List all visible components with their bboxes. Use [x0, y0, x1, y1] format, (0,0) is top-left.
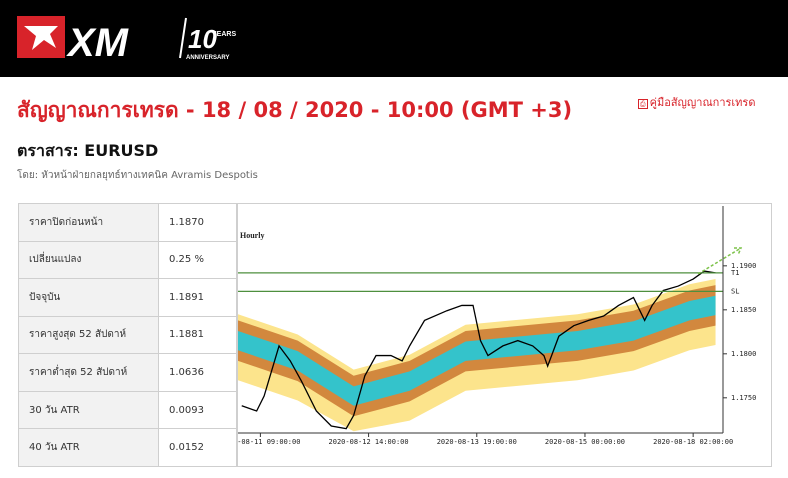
projection-arrow [697, 247, 743, 275]
logo-text: XM [66, 21, 130, 65]
y-tick-label: 1.1900 [731, 262, 756, 270]
instrument: ตราสาร: EURUSD [17, 141, 159, 160]
header: XM 10 YEARS ANNIVERSARY [0, 0, 788, 77]
logo[interactable]: XM 10 YEARS ANNIVERSARY [0, 0, 260, 77]
table-row: ราคาต่ำสุด 52 สัปดาห์ 1.0636 [18, 353, 237, 392]
table-label: 40 วัน ATR [18, 428, 159, 467]
table-value: 0.0093 [158, 390, 237, 430]
pdf-icon: ⎙ [638, 99, 648, 109]
x-tick-label: 2020-08-15 00:00:00 [545, 438, 625, 446]
table-row: ราคาสูงสุด 52 สัปดาห์ 1.1881 [18, 315, 237, 355]
table-value: 1.1881 [158, 315, 237, 355]
info-table: ราคาปิดก่อนหน้า 1.1870 เปลี่ยนแปลง 0.25 % ปั… [18, 203, 237, 467]
table-row: 30 วัน ATR 0.0093 [18, 390, 237, 430]
x-tick-label: 2020-08-11 09:00:00 [237, 438, 300, 446]
level-label: T1 [731, 269, 739, 277]
table-value: 0.0152 [158, 428, 237, 467]
guide-link-text[interactable]: คู่มือสัญญาณการเทรด [649, 96, 756, 109]
logo-years: YEARS [212, 31, 236, 38]
table-row: 40 วัน ATR 0.0152 [18, 428, 237, 467]
chart-title: Hourly [240, 231, 264, 240]
band [238, 295, 716, 406]
table-value: 0.25 % [158, 240, 237, 280]
table-value: 1.1870 [158, 203, 237, 242]
price-line [241, 270, 716, 430]
level-label: SL [731, 287, 739, 295]
x-tick-label: 2020-08-18 02:00:00 [653, 438, 733, 446]
table-label: เปลี่ยนแปลง [18, 240, 159, 280]
table-value: 1.1891 [158, 278, 237, 317]
table-label: ราคาต่ำสุด 52 สัปดาห์ [18, 353, 159, 392]
table-row: ราคาปิดก่อนหน้า 1.1870 [18, 203, 237, 242]
table-label: ราคาปิดก่อนหน้า [18, 203, 159, 242]
logo-bull [24, 26, 58, 50]
logo-divider [179, 17, 187, 59]
logo-anniversary: ANNIVERSARY [186, 55, 229, 61]
page-title: สัญญาณการเทรด - 18 / 08 / 2020 - 10:00 (… [17, 98, 573, 122]
table-label: 30 วัน ATR [18, 390, 159, 430]
x-tick-label: 2020-08-12 14:00:00 [329, 438, 409, 446]
author: โดย: หัวหน้าฝ่ายกลยุทธ์ทางเทคนิค Avramis… [17, 170, 258, 181]
table-value: 1.0636 [158, 353, 237, 392]
y-tick-label: 1.1850 [731, 306, 756, 314]
table-row: ปัจจุบัน 1.1891 [18, 278, 237, 317]
logo-ten: 10 [188, 24, 217, 54]
x-tick-label: 2020-08-13 19:00:00 [437, 438, 517, 446]
table-label: ราคาสูงสุด 52 สัปดาห์ [18, 315, 159, 355]
y-tick-label: 1.1750 [731, 394, 756, 402]
guide-link[interactable]: ⎙ คู่มือสัญญาณการเทรด [638, 93, 755, 111]
chart: Hourly T1 SL 1.1750 1.1800 1.1850 1.1900 2020-0… [237, 203, 772, 467]
table-row: เปลี่ยนแปลง 0.25 % [18, 240, 237, 280]
y-tick-label: 1.1800 [731, 350, 756, 358]
table-label: ปัจจุบัน [18, 278, 159, 317]
